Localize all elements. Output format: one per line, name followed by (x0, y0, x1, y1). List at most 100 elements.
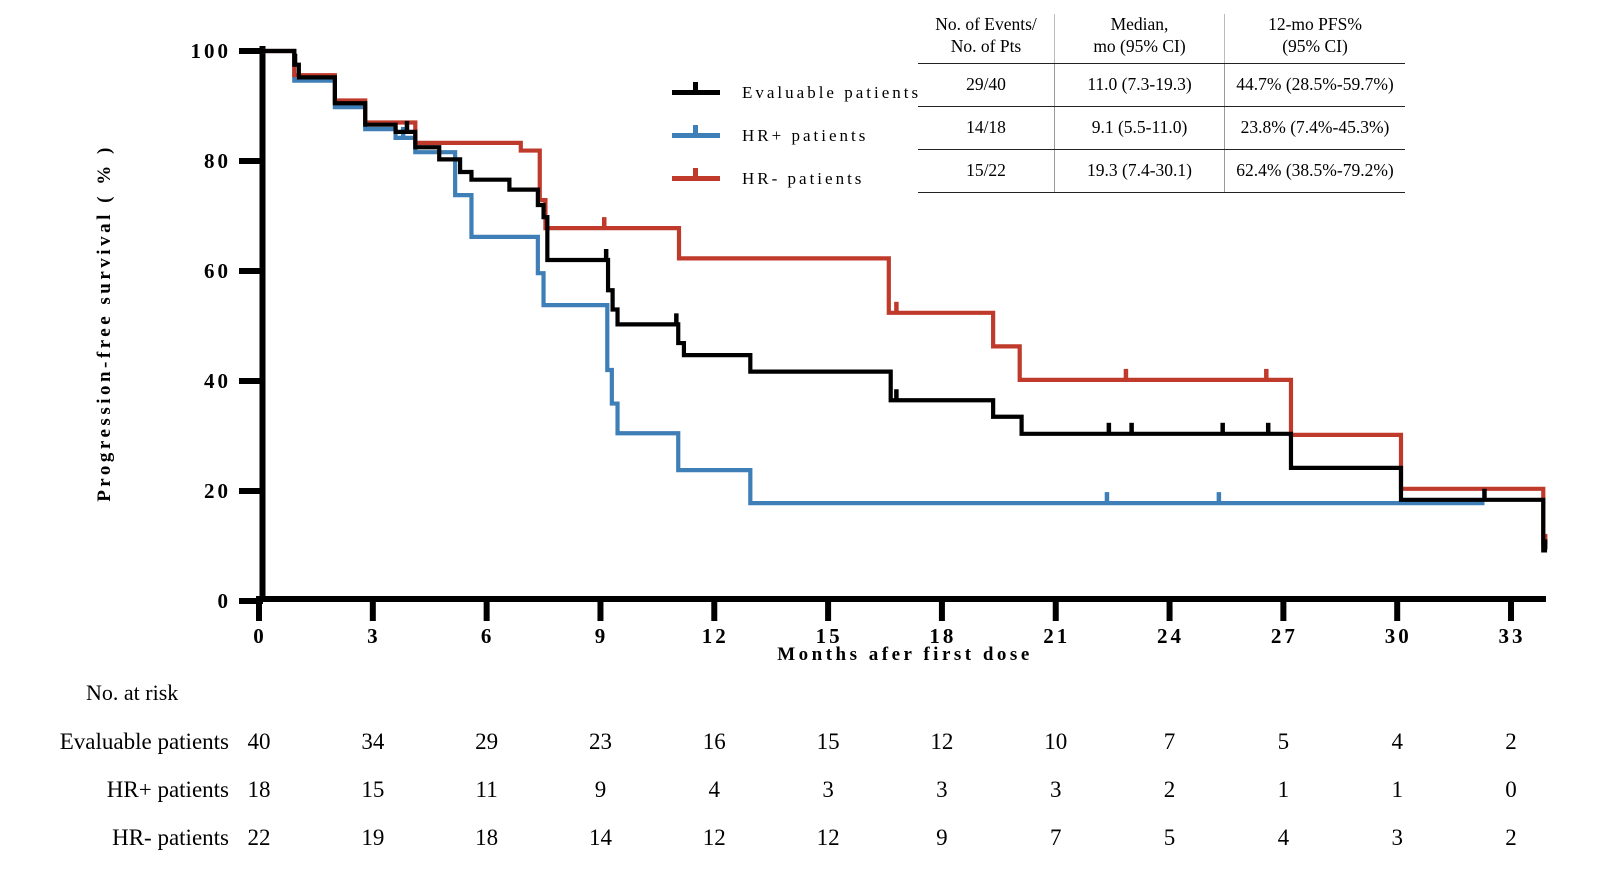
risk-count: 3 (936, 777, 948, 802)
stats-cell: 62.4% (38.5%-79.2%) (1224, 149, 1405, 192)
x-tick-label: 3 (367, 624, 381, 648)
legend-censor-tick-icon (693, 125, 698, 135)
stats-header-pfs-line1: 12-mo PFS% (1268, 14, 1362, 34)
x-tick-label: 33 (1499, 624, 1526, 648)
risk-count: 5 (1277, 729, 1290, 754)
legend-censor-tick-icon (693, 82, 698, 92)
x-axis-title: Months afer first dose (777, 644, 1033, 665)
stats-cell: 29/40 (966, 74, 1006, 95)
stats-cell: 14/18 (966, 117, 1006, 138)
x-tick-label: 18 (929, 624, 956, 648)
stats-header-events-line2: No. of Pts (950, 35, 1022, 56)
risk-count: 12 (702, 825, 726, 850)
y-tick-label: 100 (191, 39, 232, 63)
risk-count: 11 (475, 777, 498, 802)
legend-censor-tick-icon (693, 168, 698, 178)
legend-label: HR- patients (742, 168, 865, 188)
y-tick-label: 60 (204, 259, 231, 283)
risk-count: 12 (930, 729, 954, 754)
risk-count: 5 (1163, 825, 1176, 850)
risk-count: 9 (594, 777, 607, 802)
risk-count: 14 (588, 825, 612, 850)
legend-line-symbol (672, 82, 720, 95)
stats-header-events: No. of Events/ No. of Pts (918, 14, 1054, 63)
risk-row: Evaluable patients 40 34 29 23 16 15 12 10 7 5 4 2 (0, 729, 1618, 759)
legend-label: HR+ patients (742, 125, 869, 145)
risk-count: 19 (361, 825, 385, 850)
risk-count: 23 (588, 729, 612, 754)
x-tick-label: 0 (253, 624, 267, 648)
risk-row-label: Evaluable patients (59, 729, 229, 754)
stats-cell: 23.8% (7.4%-45.3%) (1224, 106, 1405, 149)
stats-header-median-line1: Median, (1110, 14, 1169, 34)
legend-item: HR+ patients (672, 114, 921, 157)
risk-count: 7 (1049, 825, 1062, 850)
y-tick-label: 80 (204, 149, 231, 173)
risk-count: 29 (475, 729, 499, 754)
stats-header-pfs: 12-mo PFS% (95% CI) (1224, 14, 1405, 63)
stats-header-median-line2: mo (95% CI) (1093, 35, 1186, 56)
stats-row: 29/40 11.0 (7.3-19.3) 44.7% (28.5%-59.7%) (918, 63, 1405, 107)
risk-count: 1 (1391, 777, 1403, 802)
risk-row: HR- patients 22 19 18 14 12 12 9 7 5 4 3 2 (0, 825, 1618, 855)
risk-row: HR+ patients 18 15 11 9 4 3 3 3 2 1 1 0 (0, 777, 1618, 807)
risk-count: 3 (1049, 777, 1062, 802)
risk-count: 15 (816, 729, 840, 754)
legend: Evaluable patients HR+ patients HR- patien… (672, 71, 921, 200)
x-tick-label: 27 (1271, 624, 1298, 648)
legend-item: HR- patients (672, 157, 921, 200)
risk-count: 4 (708, 777, 721, 802)
stats-row: 15/22 19.3 (7.4-30.1) 62.4% (38.5%-79.2%) (918, 149, 1405, 193)
risk-count: 10 (1044, 729, 1068, 754)
legend-label: Evaluable patients (742, 82, 922, 102)
x-tick-label: 30 (1385, 624, 1412, 648)
x-tick-label: 12 (702, 624, 729, 648)
x-tick-label: 9 (595, 624, 609, 648)
risk-count: 4 (1391, 729, 1403, 754)
x-tick-label: 21 (1043, 624, 1070, 648)
risk-count: 0 (1505, 777, 1517, 802)
stats-row: 14/18 9.1 (5.5-11.0) 23.8% (7.4%-45.3%) (918, 106, 1405, 150)
stats-cell: 15/22 (966, 160, 1006, 181)
stats-cell: 9.1 (5.5-11.0) (1054, 106, 1224, 149)
risk-count: 3 (1391, 825, 1403, 850)
risk-count: 40 (247, 729, 271, 754)
risk-count: 18 (247, 777, 271, 802)
risk-count: 7 (1163, 729, 1176, 754)
risk-row-label: HR- patients (112, 825, 229, 850)
legend-item: Evaluable patients (672, 71, 921, 114)
risk-count: 4 (1277, 825, 1290, 850)
stats-header-pfs-line2: (95% CI) (1282, 35, 1348, 56)
stats-cell: 44.7% (28.5%-59.7%) (1224, 63, 1405, 106)
risk-count: 3 (822, 777, 834, 802)
x-tick-label: 15 (816, 624, 843, 648)
risk-table-title: No. at risk (86, 680, 179, 705)
y-axis-title: Progression-free survival ( % ) (94, 144, 115, 502)
risk-count: 2 (1163, 777, 1176, 802)
y-tick-label: 40 (204, 369, 231, 393)
stats-header-median: Median, mo (95% CI) (1054, 14, 1224, 63)
stats-cell: 19.3 (7.4-30.1) (1054, 149, 1224, 192)
risk-count: 22 (247, 825, 271, 850)
risk-count: 18 (475, 825, 499, 850)
risk-count: 12 (816, 825, 840, 850)
stats-cell: 11.0 (7.3-19.3) (1054, 63, 1224, 106)
km-curve-hr-patients (262, 48, 1548, 547)
x-tick-label: 6 (481, 624, 495, 648)
y-tick-label: 0 (218, 589, 232, 613)
km-curve-evaluable-patients (262, 48, 1548, 553)
risk-count: 2 (1505, 825, 1517, 850)
risk-count: 9 (936, 825, 948, 850)
legend-line-symbol (672, 168, 720, 181)
stats-header-row: No. of Events/ No. of Pts Median, mo (95… (918, 14, 1405, 64)
risk-count: 34 (361, 729, 385, 754)
km-curve-hr-patients (262, 48, 1485, 506)
risk-count: 16 (702, 729, 726, 754)
x-tick-label: 24 (1157, 624, 1184, 648)
stats-table-body: 29/40 11.0 (7.3-19.3) 44.7% (28.5%-59.7%) 1… (918, 63, 1405, 193)
risk-row-label: HR+ patients (106, 777, 229, 802)
risk-count: 2 (1505, 729, 1517, 754)
stats-table: No. of Events/ No. of Pts Median, mo (95… (918, 14, 1405, 193)
